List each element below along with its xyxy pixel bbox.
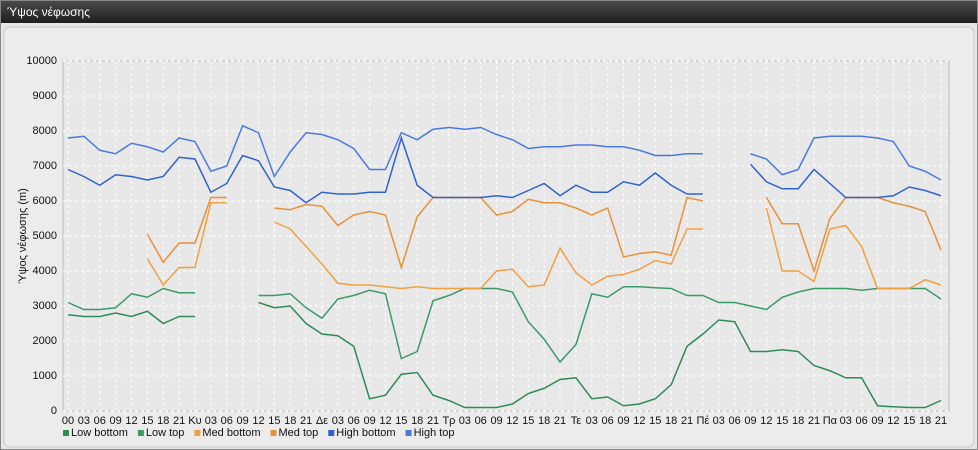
x-tick-label: 12 — [379, 415, 391, 427]
legend-swatch — [137, 430, 144, 436]
x-tick-label: 06 — [348, 415, 360, 427]
x-tick-label: 09 — [490, 415, 502, 427]
x-tick-label: 09 — [617, 415, 629, 427]
x-tick-label: 09 — [871, 415, 883, 427]
x-tick-label: Δε — [316, 415, 328, 427]
x-tick-label: 15 — [141, 415, 153, 427]
legend-label: High bottom — [336, 427, 395, 439]
y-tick-label: 0 — [51, 405, 57, 417]
y-tick-label: 6000 — [33, 195, 57, 207]
x-tick-label: 15 — [903, 415, 915, 427]
x-tick-label: 12 — [125, 415, 137, 427]
legend-label: Low top — [146, 427, 185, 439]
x-tick-label: 18 — [538, 415, 550, 427]
y-tick-label: 4000 — [33, 265, 57, 277]
x-tick-label: 03 — [332, 415, 344, 427]
x-tick-label: 21 — [300, 415, 312, 427]
x-tick-label: 12 — [760, 415, 772, 427]
x-tick-label: 09 — [109, 415, 121, 427]
legend-swatch — [328, 430, 335, 436]
x-tick-label: 18 — [284, 415, 296, 427]
legend-swatch — [270, 430, 277, 436]
legend-swatch — [63, 430, 69, 436]
x-tick-label: 03 — [459, 415, 471, 427]
x-tick-label: Τρ — [442, 415, 455, 427]
y-tick-label: 3000 — [33, 300, 57, 312]
x-tick-label: 12 — [887, 415, 899, 427]
x-tick-label: Τε — [571, 415, 582, 427]
x-tick-label: 06 — [602, 415, 614, 427]
x-tick-label: 00 — [62, 415, 74, 427]
x-tick-label: 18 — [157, 415, 169, 427]
y-tick-label: 2000 — [33, 335, 57, 347]
x-tick-label: Κυ — [188, 415, 201, 427]
x-tick-label: 09 — [236, 415, 248, 427]
legend-label: High top — [414, 427, 455, 439]
x-tick-label: 12 — [633, 415, 645, 427]
x-tick-label: 21 — [935, 415, 947, 427]
series-line — [146, 202, 942, 290]
x-tick-label: 21 — [173, 415, 185, 427]
legend-label: Med top — [279, 427, 319, 439]
x-tick-label: 18 — [792, 415, 804, 427]
x-tick-label: 12 — [506, 415, 518, 427]
y-tick-label: 7000 — [33, 160, 57, 172]
series-line — [67, 135, 942, 204]
y-axis-label: Ύψος νέφωσης (m) — [17, 188, 29, 284]
x-tick-label: 03 — [713, 415, 725, 427]
x-tick-label: 18 — [919, 415, 931, 427]
window-title: Ύψος νέφωσης — [1, 1, 977, 23]
legend-label: Low bottom — [71, 427, 128, 439]
x-tick-label: 21 — [681, 415, 693, 427]
series-line — [67, 286, 942, 364]
x-tick-label: 21 — [427, 415, 439, 427]
x-tick-label: 06 — [221, 415, 233, 427]
x-tick-label: 21 — [808, 415, 820, 427]
legend-label: Med bottom — [202, 427, 260, 439]
x-tick-label: 03 — [586, 415, 598, 427]
x-tick-label: 06 — [729, 415, 741, 427]
x-tick-label: 18 — [665, 415, 677, 427]
y-tick-label: 8000 — [33, 125, 57, 137]
legend-swatch — [194, 430, 201, 436]
y-tick-label: 9000 — [33, 90, 57, 102]
x-tick-label: 12 — [252, 415, 264, 427]
x-tick-label: 03 — [78, 415, 90, 427]
x-tick-label: 06 — [856, 415, 868, 427]
x-tick-label: 15 — [776, 415, 788, 427]
legend-swatch — [405, 430, 412, 436]
x-tick-label: 06 — [475, 415, 487, 427]
x-tick-label: 03 — [205, 415, 217, 427]
x-tick-label: Πα — [823, 415, 838, 427]
x-tick-label: 03 — [840, 415, 852, 427]
chart: Ύψος νέφωσης (m) 0 1000 2000 3000 4000 5000 60… — [3, 26, 975, 448]
x-tick-label: 21 — [554, 415, 566, 427]
x-tick-label: 15 — [395, 415, 407, 427]
y-tick-label: 10000 — [26, 55, 57, 67]
x-tick-label: 15 — [649, 415, 661, 427]
series-line — [67, 124, 942, 181]
y-tick-label: 1000 — [33, 370, 57, 382]
x-tick-label: 06 — [94, 415, 106, 427]
x-tick-label: Πέ — [696, 415, 709, 427]
series-line — [67, 301, 942, 409]
x-tick-label: 18 — [411, 415, 423, 427]
x-tick-label: 15 — [268, 415, 280, 427]
x-tick-label: 15 — [522, 415, 534, 427]
x-tick-label: 09 — [363, 415, 375, 427]
x-tick-label: 09 — [744, 415, 756, 427]
y-tick-label: 5000 — [33, 230, 57, 242]
